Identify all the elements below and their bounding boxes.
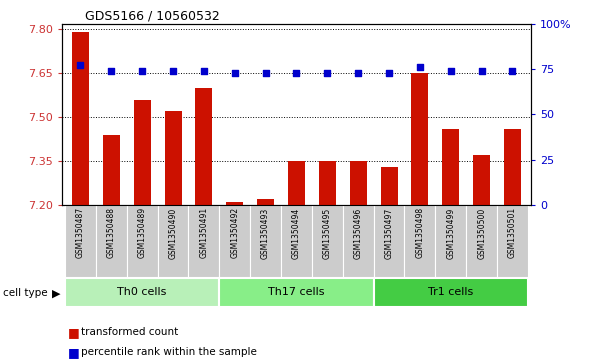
Point (323, 70, 332, 76)
Point (137, 68, 147, 74)
Bar (435, 205, 466, 278)
Bar (281, 205, 312, 278)
Bar (65, 278, 219, 307)
Text: GSM1350488: GSM1350488 (107, 207, 116, 258)
Point (76, 62, 85, 68)
Point (353, 70, 363, 76)
Bar (195, 88, 212, 205)
Point (384, 70, 394, 76)
Text: Th0 cells: Th0 cells (117, 287, 167, 297)
Text: GSM1350499: GSM1350499 (446, 207, 455, 258)
Bar (373, 205, 405, 278)
Bar (127, 205, 158, 278)
Text: GSM1350492: GSM1350492 (230, 207, 240, 258)
Text: GSM1350497: GSM1350497 (385, 207, 394, 258)
Text: GSM1350490: GSM1350490 (169, 207, 178, 258)
Bar (473, 155, 490, 205)
Point (230, 70, 240, 76)
Text: GSM1350501: GSM1350501 (508, 207, 517, 258)
Bar (227, 202, 243, 205)
Text: GSM1350496: GSM1350496 (353, 207, 363, 258)
Point (477, 68, 486, 74)
Bar (250, 205, 281, 278)
Text: GSM1350493: GSM1350493 (261, 207, 270, 258)
Bar (381, 167, 398, 205)
Bar (188, 205, 219, 278)
Point (261, 70, 270, 76)
Bar (158, 205, 188, 278)
Text: cell type: cell type (3, 288, 48, 298)
Bar (134, 100, 150, 205)
Bar (466, 205, 497, 278)
Text: GSM1350491: GSM1350491 (199, 207, 208, 258)
Text: GSM1350500: GSM1350500 (477, 207, 486, 258)
Bar (504, 129, 521, 205)
Bar (442, 129, 459, 205)
Text: Tr1 cells: Tr1 cells (428, 287, 473, 297)
Bar (405, 205, 435, 278)
Text: ■: ■ (68, 326, 80, 339)
Bar (343, 205, 373, 278)
Text: GSM1350498: GSM1350498 (415, 207, 424, 258)
Bar (165, 111, 182, 205)
Point (291, 70, 301, 76)
Bar (319, 161, 336, 205)
Text: percentile rank within the sample: percentile rank within the sample (81, 347, 257, 357)
Text: ▶: ▶ (52, 288, 60, 298)
Point (199, 68, 209, 74)
Text: GSM1350489: GSM1350489 (137, 207, 147, 258)
Bar (219, 278, 373, 307)
Point (508, 68, 517, 74)
Bar (257, 199, 274, 205)
Bar (312, 205, 343, 278)
Bar (497, 205, 528, 278)
Text: GSM1350494: GSM1350494 (292, 207, 301, 258)
Bar (72, 32, 89, 205)
Point (446, 68, 455, 74)
Bar (350, 161, 366, 205)
Bar (65, 205, 96, 278)
Bar (96, 205, 127, 278)
Bar (103, 135, 120, 205)
Bar (219, 205, 250, 278)
Text: Th17 cells: Th17 cells (268, 287, 324, 297)
Text: GSM1350487: GSM1350487 (76, 207, 85, 258)
Point (168, 68, 178, 74)
Bar (373, 278, 528, 307)
Point (107, 68, 116, 74)
Point (415, 64, 425, 70)
Bar (411, 73, 428, 205)
Text: GDS5166 / 10560532: GDS5166 / 10560532 (86, 9, 220, 23)
Text: ■: ■ (68, 346, 80, 359)
Text: transformed count: transformed count (81, 327, 179, 337)
Text: GSM1350495: GSM1350495 (323, 207, 332, 258)
Bar (288, 161, 305, 205)
